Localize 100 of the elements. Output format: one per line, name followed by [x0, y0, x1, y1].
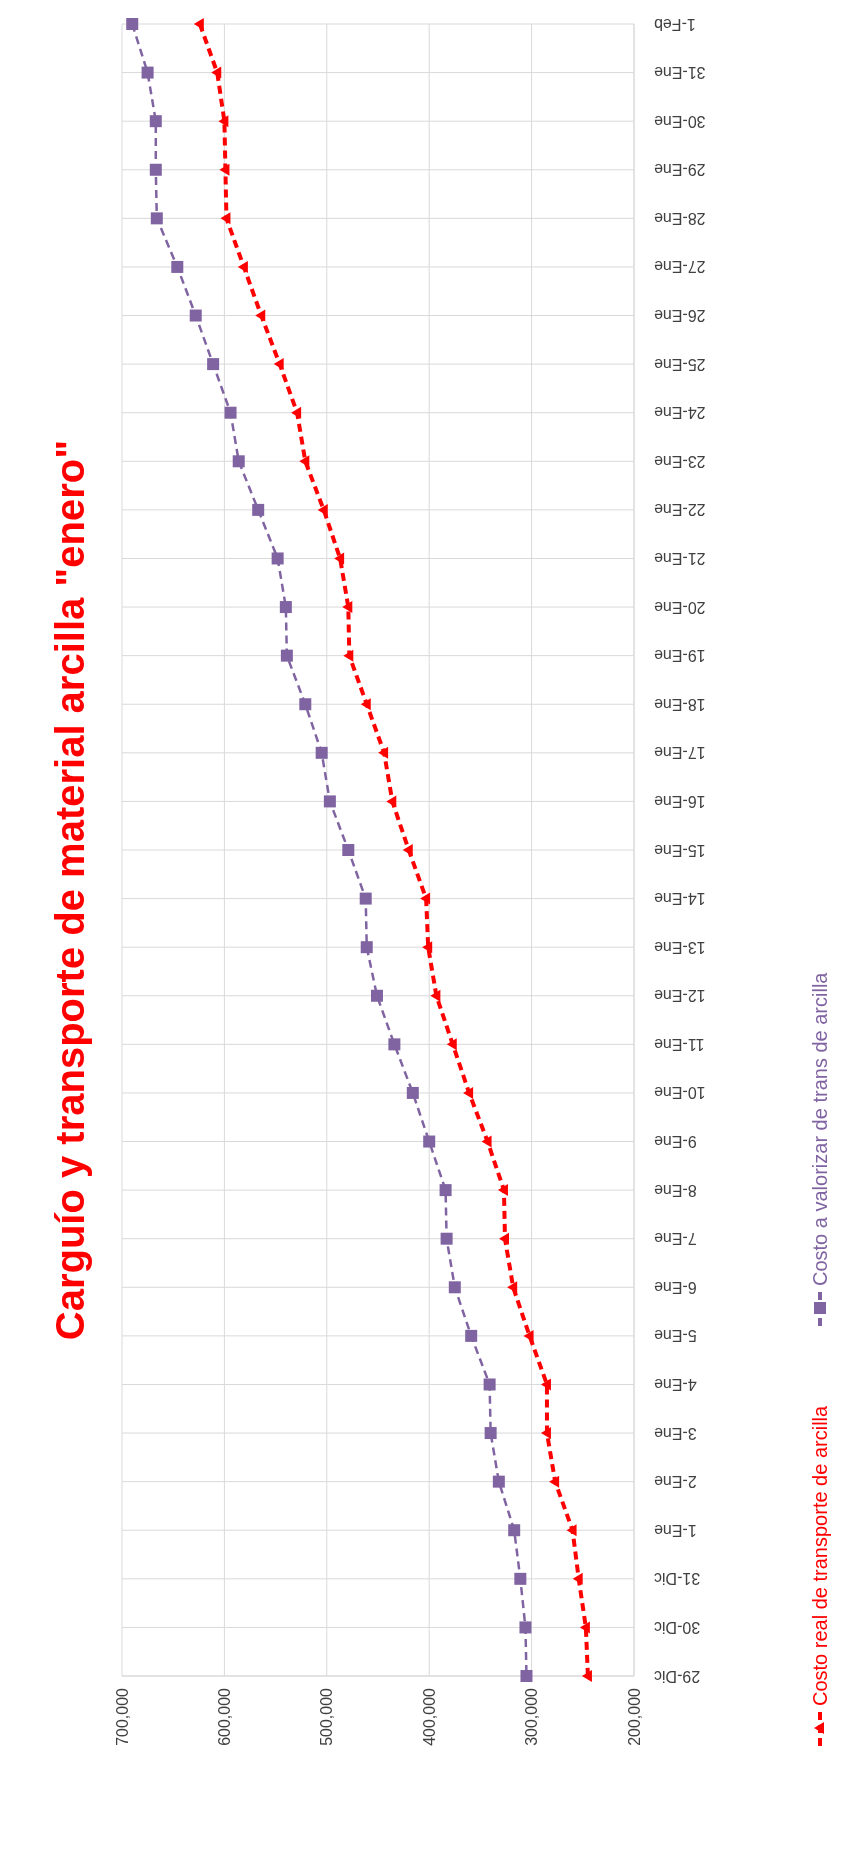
point — [581, 1670, 592, 1682]
y-tick-label: 21-Ene — [653, 549, 706, 567]
y-tick-label: 9-Ene — [653, 1133, 697, 1151]
point — [402, 844, 413, 856]
point — [446, 1038, 457, 1051]
y-tick-label: 31-Dic — [654, 1570, 701, 1588]
point — [463, 1086, 474, 1099]
point — [280, 649, 293, 662]
point — [323, 795, 336, 808]
point — [519, 1621, 532, 1634]
point — [540, 1378, 551, 1391]
y-tick-label: 5-Ene — [653, 1327, 697, 1345]
point — [448, 1281, 461, 1294]
point — [497, 1184, 508, 1197]
point — [465, 1329, 478, 1342]
point — [273, 358, 284, 371]
point — [317, 503, 328, 516]
point — [149, 163, 162, 176]
point — [359, 892, 372, 905]
point — [579, 1621, 590, 1634]
point — [291, 406, 302, 419]
point — [386, 795, 397, 808]
y-tick-label: 1-Feb — [653, 15, 696, 33]
point — [315, 746, 328, 759]
y-tick-label: 17-Ene — [653, 744, 706, 762]
y-tick-label: 23-Ene — [653, 452, 706, 470]
point — [126, 18, 139, 30]
x-tick-label: 400,000 — [420, 1687, 438, 1746]
y-tick-label: 7-Ene — [653, 1230, 697, 1248]
point — [150, 212, 163, 225]
point — [189, 309, 202, 322]
x-tick-label: 200,000 — [625, 1687, 643, 1746]
y-tick-label: 1-Ene — [653, 1521, 697, 1539]
x-tick-label: 600,000 — [215, 1687, 233, 1746]
point — [422, 941, 433, 954]
point — [492, 1475, 505, 1488]
point — [342, 601, 353, 614]
y-tick-label: 22-Ene — [653, 501, 706, 519]
y-tick-label: 11-Ene — [653, 1035, 705, 1053]
y-tick-label: 29-Ene — [653, 161, 706, 179]
point — [219, 163, 230, 176]
point — [508, 1524, 521, 1537]
y-tick-label: 31-Ene — [653, 64, 706, 82]
y-tick-label: 2-Ene — [653, 1473, 697, 1491]
y-tick-label: 18-Ene — [653, 695, 706, 713]
point — [572, 1572, 583, 1585]
y-tick-label: 29-Dic — [654, 1667, 701, 1685]
y-tick-label: 27-Ene — [653, 258, 706, 276]
text: Costo real de transporte de arcilla — [809, 1404, 831, 1706]
point — [218, 115, 229, 128]
y-tick-label: 6-Ene — [653, 1278, 697, 1296]
point — [171, 260, 184, 273]
point — [439, 1184, 452, 1197]
text: Carguío y transporte de material arcilla "enero" — [48, 439, 92, 1341]
point — [252, 503, 265, 516]
point — [220, 212, 231, 225]
point — [523, 1329, 534, 1342]
point — [481, 1135, 492, 1148]
x-tick-label: 500,000 — [318, 1687, 336, 1746]
point — [440, 1232, 453, 1245]
y-tick-label: 25-Ene — [653, 355, 706, 373]
y-tick-label: 15-Ene — [653, 841, 706, 859]
y-tick-label: 8-Ene — [653, 1181, 697, 1199]
point — [423, 1135, 436, 1148]
text: Costo a valorizar de trans de arcilla — [809, 971, 831, 1286]
point — [232, 455, 245, 468]
y-tick-label: 12-Ene — [653, 987, 706, 1005]
point — [378, 746, 389, 759]
point — [149, 115, 162, 128]
y-tick-label: 30-Ene — [653, 112, 706, 130]
point — [483, 1378, 496, 1391]
point — [406, 1086, 419, 1099]
x-tick-label: 700,000 — [113, 1687, 131, 1746]
point — [566, 1524, 577, 1537]
point — [484, 1427, 497, 1440]
y-tick-label: 19-Ene — [653, 647, 706, 665]
point — [520, 1670, 533, 1682]
y-tick-label: 13-Ene — [653, 938, 706, 956]
point — [514, 1572, 527, 1585]
point — [342, 844, 355, 856]
y-tick-label: 16-Ene — [653, 792, 706, 810]
y-tick-label: 4-Ene — [653, 1375, 697, 1393]
point — [193, 18, 204, 30]
y-tick-label: 3-Ene — [653, 1424, 697, 1442]
point — [279, 601, 292, 614]
y-tick-label: 30-Dic — [654, 1618, 701, 1636]
point — [420, 892, 431, 905]
point — [360, 698, 371, 711]
y-tick-label: 14-Ene — [653, 890, 706, 908]
point — [224, 406, 237, 419]
point — [334, 552, 345, 565]
point — [237, 260, 248, 273]
point — [299, 455, 310, 468]
point — [540, 1427, 551, 1440]
point — [211, 66, 222, 79]
y-tick-label: 24-Ene — [653, 404, 706, 422]
y-tick-label: 20-Ene — [653, 598, 706, 616]
point — [343, 649, 354, 662]
point — [388, 1038, 401, 1051]
point — [549, 1475, 560, 1488]
